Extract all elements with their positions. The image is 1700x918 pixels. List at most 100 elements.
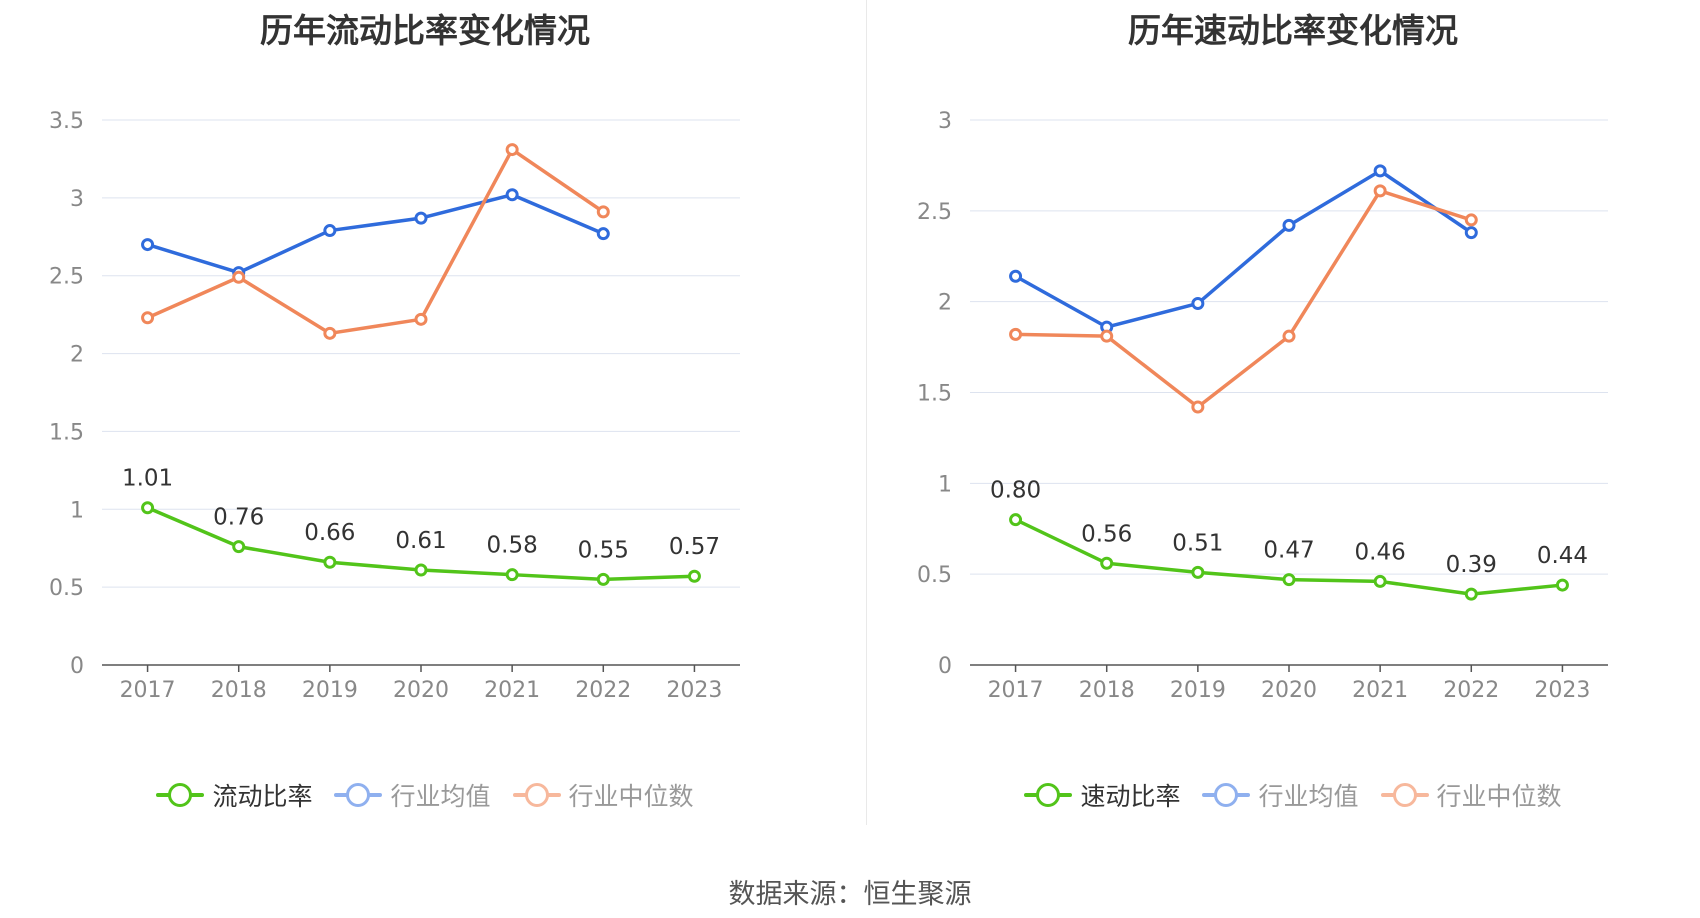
data-point <box>414 211 428 225</box>
chart-title-quick-ratio: 历年速动比率变化情况 <box>1128 11 1458 50</box>
legend-line-icon <box>1024 783 1073 807</box>
y-tick-label: 2 <box>70 343 84 368</box>
current-ratio-chart: 0 0.5 1 1.5 2 2.5 3 3.5 2017 2018 2019 2020 2021 2022… <box>49 109 740 703</box>
legend-item-industry-mean[interactable]: 行业均值 <box>1202 777 1359 813</box>
data-point <box>505 188 519 202</box>
y-tick-label: 1 <box>938 472 952 497</box>
y-tick-label: 0 <box>70 654 84 679</box>
data-label: 0.58 <box>487 533 538 559</box>
y-tick-label: 3.5 <box>49 109 84 134</box>
legend-label: 速动比率 <box>1080 782 1181 811</box>
y-tick-label: 3 <box>938 109 952 134</box>
current-ratio-panel: 历年流动比率变化情况 0 0.5 1 1.5 2 2.5 3 3.5 2017 2018 2019 2… <box>0 0 850 830</box>
legend-item-quick-ratio[interactable]: 速动比率 <box>1024 777 1180 813</box>
y-tick-label: 1.5 <box>49 420 84 445</box>
x-tick-label: 2018 <box>1079 678 1135 703</box>
data-point <box>1009 327 1023 341</box>
legend-item-industry-median[interactable]: 行业中位数 <box>512 777 694 813</box>
data-point <box>1373 574 1387 588</box>
data-label: 1.01 <box>122 466 173 492</box>
data-label: 0.66 <box>304 520 355 546</box>
legend-line-icon <box>512 783 561 807</box>
data-point <box>596 205 610 219</box>
legend-label: 行业中位数 <box>568 782 694 811</box>
y-tick-label: 2.5 <box>49 265 84 290</box>
x-tick-label: 2022 <box>575 678 631 703</box>
data-label: 0.51 <box>1172 530 1223 556</box>
data-point <box>141 311 155 325</box>
legend-label: 行业均值 <box>1258 782 1359 811</box>
data-point <box>596 227 610 241</box>
data-point <box>141 238 155 252</box>
x-tick-label: 2017 <box>120 678 176 703</box>
legend-label: 行业均值 <box>390 782 491 811</box>
data-point <box>1464 213 1478 227</box>
series-line <box>1015 189 1472 409</box>
y-tick-label: 0 <box>938 654 952 679</box>
data-point <box>1100 556 1114 570</box>
data-point <box>505 143 519 157</box>
series-line <box>147 192 604 275</box>
y-tick-label: 0.5 <box>49 576 84 601</box>
data-point <box>1373 184 1387 198</box>
legend-line-icon <box>1202 783 1251 807</box>
legend-current-ratio: 流动比率 行业均值 行业中位数 <box>0 775 850 815</box>
legend-line-icon <box>1380 783 1429 807</box>
quick-ratio-panel: 历年速动比率变化情况 0 0.5 1 1.5 2 2.5 3 2017 2018 2019 2020… <box>868 0 1700 830</box>
x-tick-label: 2020 <box>1261 678 1317 703</box>
data-point <box>323 555 337 569</box>
data-label: 0.44 <box>1537 543 1588 569</box>
data-point <box>1282 329 1296 343</box>
data-point <box>505 568 519 582</box>
series-line <box>146 147 605 336</box>
x-tick-label: 2017 <box>988 678 1044 703</box>
x-tick-label: 2023 <box>1534 678 1590 703</box>
data-label: 0.57 <box>669 534 720 560</box>
data-point <box>141 501 155 515</box>
legend-line-icon <box>156 783 205 807</box>
data-point <box>232 540 246 554</box>
data-point <box>414 563 428 577</box>
x-tick-label: 2018 <box>211 678 267 703</box>
data-point <box>687 569 701 583</box>
x-tick-label: 2022 <box>1443 678 1499 703</box>
data-label: 0.46 <box>1355 539 1406 565</box>
legend-item-current-ratio[interactable]: 流动比率 <box>156 777 312 813</box>
data-point <box>1100 329 1114 343</box>
data-point <box>414 312 428 326</box>
x-tick-label: 2019 <box>302 678 358 703</box>
data-point <box>1191 400 1205 414</box>
legend-item-industry-median[interactable]: 行业中位数 <box>1380 777 1562 813</box>
series-line <box>1014 169 1473 329</box>
legend-item-industry-mean[interactable]: 行业均值 <box>334 777 491 813</box>
y-tick-label: 1.5 <box>917 382 952 407</box>
data-point <box>1282 218 1296 232</box>
y-tick-label: 0.5 <box>917 563 952 588</box>
x-tick-label: 2021 <box>1352 678 1408 703</box>
data-point <box>1555 578 1569 592</box>
panel-divider <box>866 0 867 825</box>
legend-line-icon <box>334 783 383 807</box>
x-tick-label: 2021 <box>484 678 540 703</box>
data-label: 0.56 <box>1081 521 1132 547</box>
legend-label: 行业中位数 <box>1436 782 1562 811</box>
data-point <box>1373 164 1387 178</box>
x-tick-label: 2020 <box>393 678 449 703</box>
data-point <box>323 326 337 340</box>
y-tick-label: 2.5 <box>917 200 952 225</box>
data-point <box>1464 587 1478 601</box>
legend-quick-ratio: 速动比率 行业均值 行业中位数 <box>868 775 1700 815</box>
y-tick-label: 2 <box>938 291 952 316</box>
data-point <box>323 224 337 238</box>
x-tick-label: 2019 <box>1170 678 1226 703</box>
data-point <box>1009 269 1023 283</box>
data-source-footer: 数据来源：恒生聚源 <box>728 879 972 910</box>
data-point <box>596 572 610 586</box>
data-label: 0.80 <box>990 478 1041 504</box>
data-label: 0.76 <box>213 505 264 531</box>
y-tick-label: 3 <box>70 187 84 212</box>
data-point <box>1464 226 1478 240</box>
data-label: 0.47 <box>1263 538 1314 564</box>
data-point <box>232 270 246 284</box>
